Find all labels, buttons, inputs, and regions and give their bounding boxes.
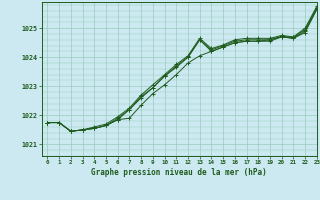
X-axis label: Graphe pression niveau de la mer (hPa): Graphe pression niveau de la mer (hPa) [91,168,267,177]
